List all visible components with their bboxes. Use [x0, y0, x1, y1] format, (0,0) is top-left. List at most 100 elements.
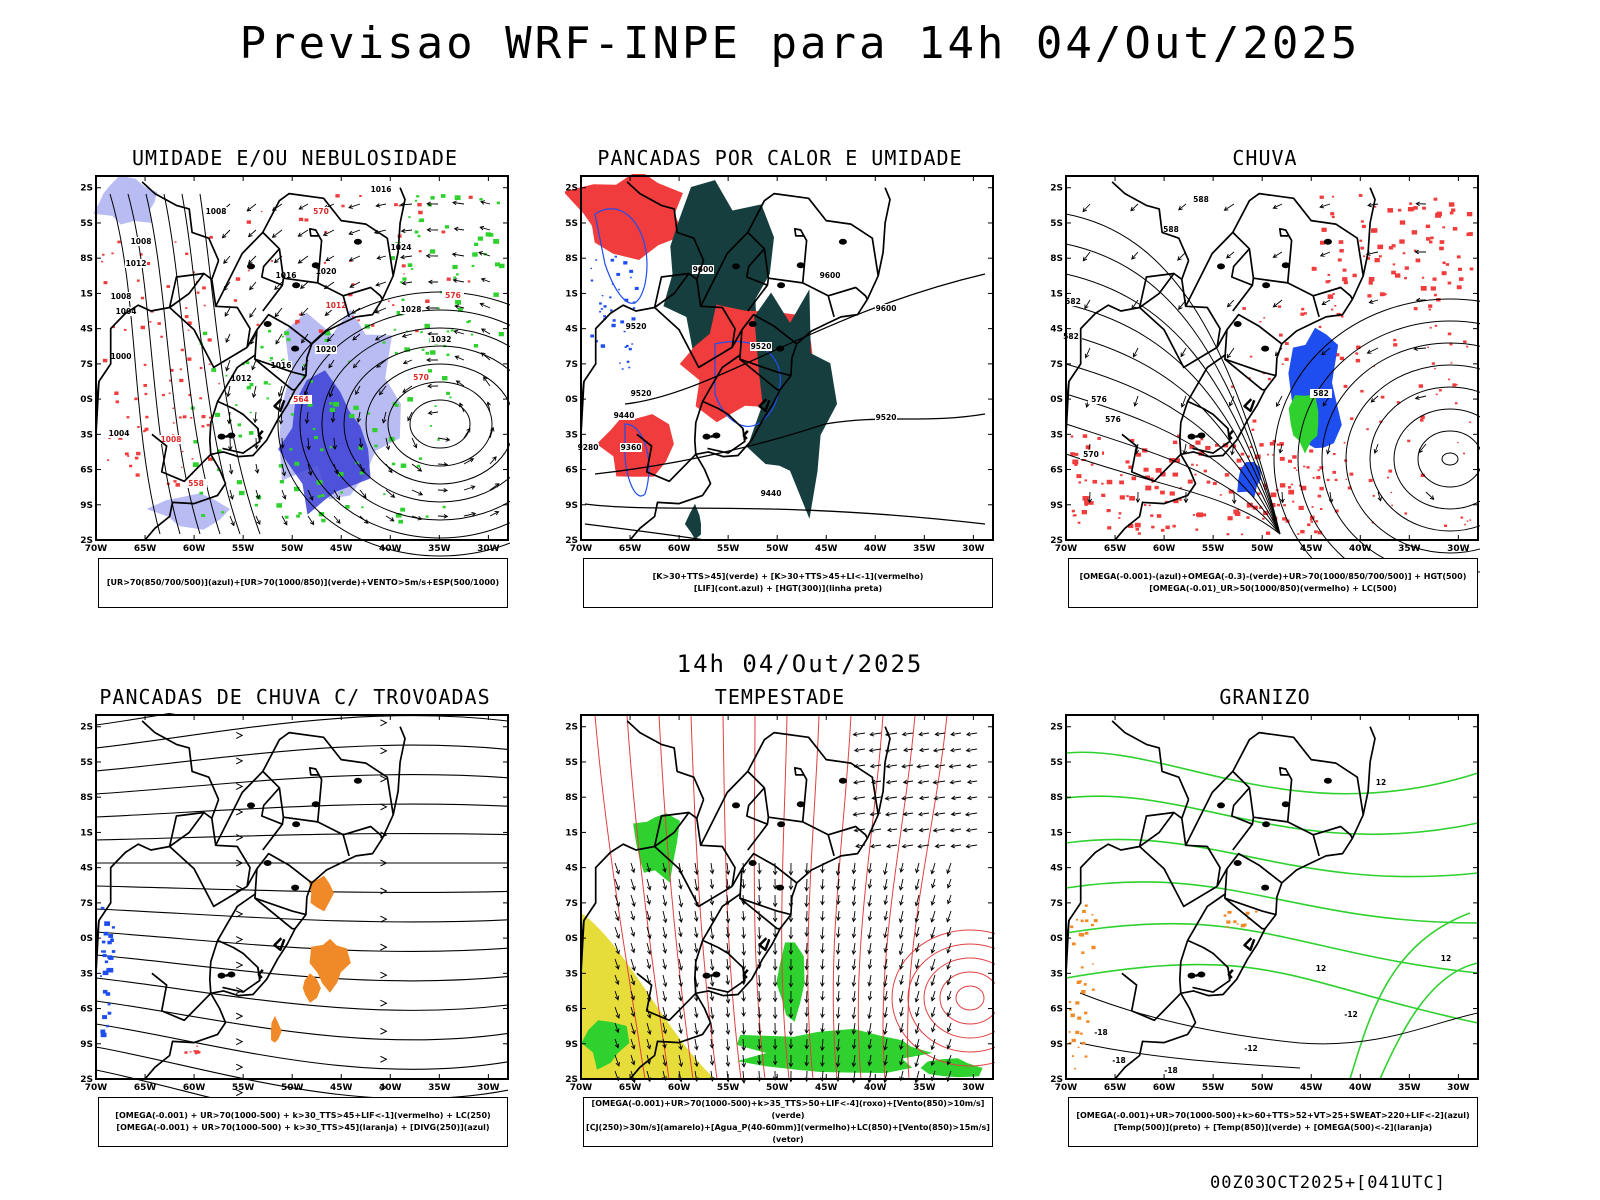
humidity-green-mark: [268, 383, 271, 385]
water-body-mark: [1187, 972, 1196, 979]
humidity-green-mark: [361, 506, 364, 509]
contour-label-bg: [1370, 778, 1392, 787]
rain-red-mark: [1339, 249, 1344, 253]
border-line: [1224, 329, 1277, 377]
rain-red-mark: [1371, 228, 1377, 233]
wind-vector: [662, 1022, 668, 1035]
wind-vector: [934, 763, 946, 769]
wind-vector: [950, 795, 962, 801]
lon-label: 40W: [1349, 1083, 1372, 1093]
wind-vector: [931, 878, 936, 889]
thickness-red-mark: [352, 316, 354, 318]
wind-vector: [851, 910, 857, 923]
humidity-green-mark: [452, 264, 458, 270]
hgt-line: [1065, 243, 1281, 535]
divergence-blue-mark: [107, 1011, 112, 1015]
humidity-green-mark: [372, 428, 378, 433]
wind-vector: [932, 780, 946, 785]
humidity-green-mark: [237, 423, 242, 427]
wind-vector: [251, 359, 257, 371]
hgt-line: [1321, 342, 1480, 574]
humidity-green-mark: [417, 234, 421, 238]
lc850-contours: [594, 714, 995, 1080]
thickness-red-mark: [145, 415, 149, 419]
humidity-blue-light: [93, 175, 158, 225]
border-line: [746, 731, 880, 818]
thickness-red-mark: [185, 252, 189, 256]
wind-vector: [741, 1006, 746, 1017]
flow-arrow: [1280, 491, 1285, 504]
rain-red-mark: [1355, 358, 1361, 363]
wind-vector: [694, 1038, 699, 1051]
lon-label: 50W: [281, 1083, 304, 1093]
axes: 12S15S18S21S24S27S30S33S36S39S42S70W65W6…: [1050, 715, 1478, 1093]
rain-red-mark: [1343, 442, 1346, 444]
wind-vector: [804, 894, 809, 908]
humidity-green-mark: [421, 348, 425, 351]
thickness-red-mark: [169, 379, 172, 382]
wind-vector: [851, 894, 857, 907]
isobar-label: 1004: [109, 429, 130, 438]
wind-vector: [281, 489, 287, 500]
lat-label: 42S: [565, 536, 578, 546]
rain-red-mark: [1458, 267, 1462, 271]
rain-red-mark: [1429, 326, 1432, 329]
humidity-green-mark: [416, 464, 421, 468]
omega-orange-mark: [1084, 931, 1089, 935]
wind-vector: [899, 958, 904, 970]
border-line: [827, 286, 869, 318]
border-line: [246, 313, 313, 348]
isobar-line: [387, 381, 493, 467]
streamline-arrow: [235, 1063, 244, 1071]
thickness-red-mark: [359, 195, 362, 197]
isobar-line: [299, 309, 510, 539]
flow-arrow: [1321, 347, 1331, 356]
rain-red-mark: [1397, 208, 1402, 212]
lat-label: 39S: [565, 501, 578, 511]
wind-vector: [630, 894, 636, 907]
rain-red-mark: [1259, 443, 1264, 447]
lat-label: 39S: [565, 1040, 578, 1050]
wind-vector: [426, 201, 439, 207]
wind-vector: [425, 253, 439, 259]
wind-vector: [851, 878, 857, 892]
wind-vector: [709, 1054, 715, 1066]
lif-blue-mark: [631, 317, 636, 321]
lat-label: 24S: [80, 325, 93, 335]
thickness-red-mark: [199, 397, 202, 400]
wind-vector: [330, 411, 336, 423]
humidity-green-mark: [317, 495, 321, 498]
water-body-mark: [702, 972, 711, 979]
rain-red-mark: [1155, 468, 1162, 473]
lake-outline: [1243, 398, 1256, 413]
rain-red-mark: [1301, 307, 1305, 311]
wind-vector: [883, 1038, 888, 1051]
omega-orange-mark: [1081, 951, 1085, 954]
temp850-line: [1065, 922, 1479, 974]
contour-label-bg: [692, 265, 714, 274]
rain-red-mark: [1391, 270, 1396, 275]
omega-orange-mark: [1068, 1042, 1072, 1045]
border-line: [1111, 181, 1190, 261]
lif-blue-mark: [623, 261, 628, 265]
wind-vector: [883, 974, 888, 988]
contour-label-bg: [1160, 225, 1182, 234]
wind-vector: [788, 958, 794, 971]
wind-vector: [867, 862, 873, 874]
panel-legend: [K>30+TTS>45](verde) + [K>30+TTS>45+LI<-…: [583, 558, 993, 608]
border-line: [746, 192, 880, 279]
humidity-green-mark: [193, 440, 198, 444]
contour-label-bg: [110, 292, 132, 301]
omega-orange-mark: [1069, 1008, 1073, 1011]
border-line: [747, 277, 829, 312]
wind-vector: [426, 227, 439, 233]
rain-red-mark: [1206, 480, 1211, 484]
lon-label: 70W: [570, 544, 593, 554]
streamline: [95, 908, 509, 923]
rain-blue: [1237, 462, 1261, 498]
wind-vector: [820, 926, 825, 940]
wind-vector: [741, 1022, 747, 1036]
humidity-green-mark: [402, 277, 407, 281]
water-body-mark: [1233, 859, 1242, 866]
rain-red-mark: [1236, 458, 1242, 463]
